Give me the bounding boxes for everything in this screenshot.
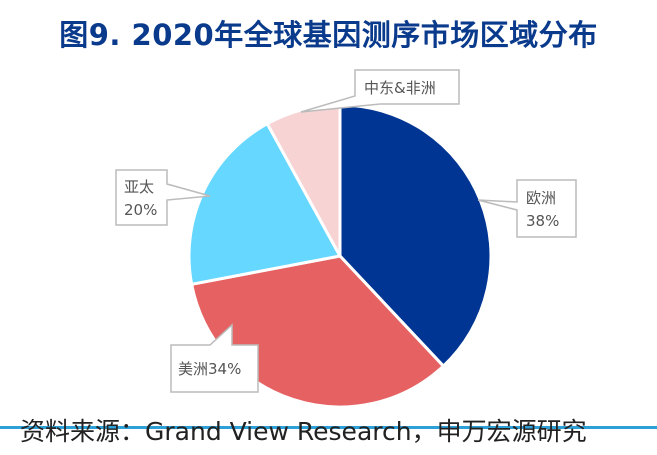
slice-value-europe: 38% [526,212,559,230]
callout-americas-box [170,323,259,393]
slice-label-americas: 美洲34% [178,360,241,378]
callout-asia-box [115,169,211,226]
chart-title: 图9. 2020年全球基因测序市场区域分布 [59,18,598,52]
callout-europe-box [477,179,577,238]
slice-label-mea: 中东&非洲 [364,79,436,97]
callout-europe: 欧洲 38% [477,179,577,238]
slice-label-europe: 欧洲 [526,189,556,207]
pie-slice-asia-pacific [187,122,342,286]
slice-value-asia: 20% [124,201,157,219]
source-note: 资料来源：Grand View Research，申万宏源研究 [20,417,587,446]
callout-mea-box [300,69,460,113]
source-divider [0,426,657,429]
callout-asia-pacific: 亚太 20% [115,169,211,226]
pie-callouts: 欧洲 38% 美洲34% 亚太 20% 中东&非洲 [115,69,577,393]
callout-mideast-africa: 中东&非洲 [300,69,460,113]
callout-americas: 美洲34% [170,323,259,393]
slice-label-asia: 亚太 [124,178,154,196]
